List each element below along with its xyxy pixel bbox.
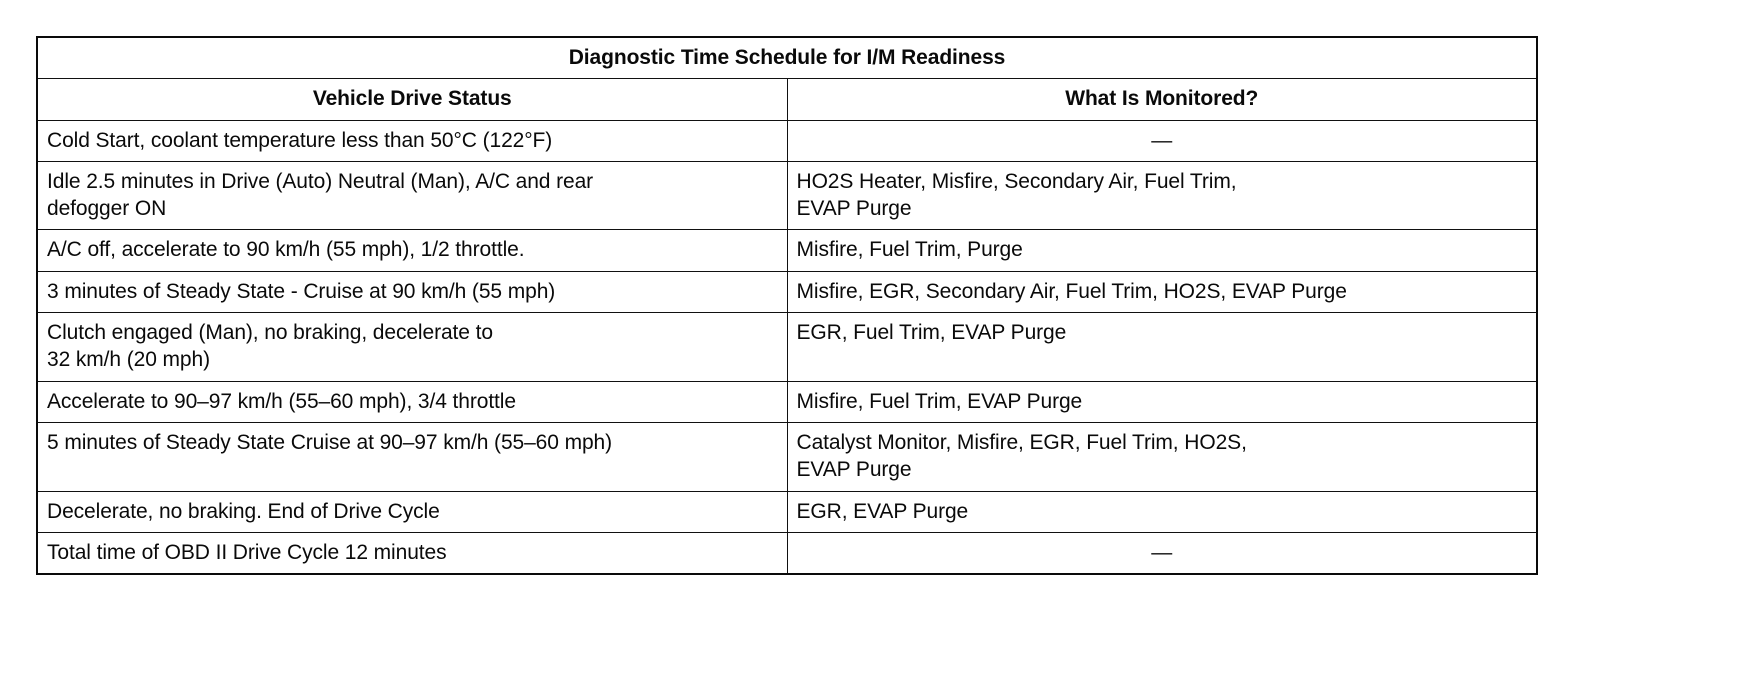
table-row: 5 minutes of Steady State Cruise at 90–9… bbox=[36, 421, 1538, 492]
cell-what-is-monitored: Misfire, Fuel Trim, EVAP Purge bbox=[786, 380, 1538, 423]
page-title: Diagnostic Time Schedule for I/M Readine… bbox=[36, 36, 1538, 80]
status-text-line-1: 3 minutes of Steady State - Cruise at 90… bbox=[47, 279, 556, 303]
table-row: Total time of OBD II Drive Cycle 12 minu… bbox=[36, 531, 1538, 575]
monitored-text-line-1: Catalyst Monitor, Misfire, EGR, Fuel Tri… bbox=[796, 430, 1247, 454]
monitored-text-line-2: EVAP Purge bbox=[796, 458, 912, 482]
cell-what-is-monitored: EGR, Fuel Trim, EVAP Purge bbox=[786, 312, 1538, 382]
table-body: Diagnostic Time Schedule for I/M Readine… bbox=[36, 36, 1538, 575]
cell-vehicle-drive-status: Total time of OBD II Drive Cycle 12 minu… bbox=[36, 531, 788, 575]
monitored-text-line-1: EGR, Fuel Trim, EVAP Purge bbox=[796, 321, 1067, 345]
cell-what-is-monitored: — bbox=[786, 531, 1538, 575]
table-row: Cold Start, coolant temperature less tha… bbox=[36, 119, 1538, 162]
status-text-line-1: Cold Start, coolant temperature less tha… bbox=[47, 128, 553, 152]
column-header-what-is-monitored: What Is Monitored? bbox=[786, 78, 1538, 121]
diagnostic-schedule-table: Diagnostic Time Schedule for I/M Readine… bbox=[36, 36, 1538, 576]
status-text-line-1: Clutch engaged (Man), no braking, decele… bbox=[47, 321, 493, 345]
cell-what-is-monitored: Misfire, Fuel Trim, Purge bbox=[786, 229, 1538, 272]
diagnostic-schedule-table-container: Diagnostic Time Schedule for I/M Readine… bbox=[36, 36, 1538, 576]
cell-vehicle-drive-status: A/C off, accelerate to 90 km/h (55 mph),… bbox=[36, 229, 788, 272]
status-text-line-1: Decelerate, no braking. End of Drive Cyc… bbox=[47, 499, 440, 523]
status-text-line-1: Total time of OBD II Drive Cycle 12 minu… bbox=[47, 540, 447, 564]
status-text-line-1: A/C off, accelerate to 90 km/h (55 mph),… bbox=[47, 238, 525, 262]
table-title-row: Diagnostic Time Schedule for I/M Readine… bbox=[36, 36, 1538, 80]
monitored-text-line-1: — bbox=[1151, 128, 1173, 152]
cell-vehicle-drive-status: 5 minutes of Steady State Cruise at 90–9… bbox=[36, 421, 788, 492]
table-row: Accelerate to 90–97 km/h (55–60 mph), 3/… bbox=[36, 380, 1538, 423]
table-row: A/C off, accelerate to 90 km/h (55 mph),… bbox=[36, 229, 1538, 272]
cell-vehicle-drive-status: Clutch engaged (Man), no braking, decele… bbox=[36, 312, 788, 382]
monitored-text-line-1: HO2S Heater, Misfire, Secondary Air, Fue… bbox=[796, 169, 1237, 193]
cell-what-is-monitored: Catalyst Monitor, Misfire, EGR, Fuel Tri… bbox=[786, 421, 1538, 492]
cell-what-is-monitored: Misfire, EGR, Secondary Air, Fuel Trim, … bbox=[786, 270, 1538, 314]
table-header-row: Vehicle Drive Status What Is Monitored? bbox=[36, 78, 1538, 121]
cell-what-is-monitored: — bbox=[786, 119, 1538, 162]
status-text-line-1: Accelerate to 90–97 km/h (55–60 mph), 3/… bbox=[47, 389, 516, 413]
cell-vehicle-drive-status: 3 minutes of Steady State - Cruise at 90… bbox=[36, 270, 788, 314]
monitored-text-line-1: Misfire, Fuel Trim, EVAP Purge bbox=[796, 389, 1083, 413]
cell-vehicle-drive-status: Cold Start, coolant temperature less tha… bbox=[36, 119, 788, 162]
table-row: Clutch engaged (Man), no braking, decele… bbox=[36, 312, 1538, 382]
status-text-line-2: defogger ON bbox=[47, 197, 167, 221]
table-row: Idle 2.5 minutes in Drive (Auto) Neutral… bbox=[36, 160, 1538, 231]
monitored-text-line-1: Misfire, EGR, Secondary Air, Fuel Trim, … bbox=[796, 279, 1347, 303]
table-row: Decelerate, no braking. End of Drive Cyc… bbox=[36, 490, 1538, 533]
status-text-line-1: Idle 2.5 minutes in Drive (Auto) Neutral… bbox=[47, 169, 594, 193]
monitored-text-line-1: Misfire, Fuel Trim, Purge bbox=[796, 238, 1023, 262]
status-text-line-2: 32 km/h (20 mph) bbox=[47, 348, 210, 372]
column-header-vehicle-drive-status: Vehicle Drive Status bbox=[36, 78, 788, 121]
monitored-text-line-1: — bbox=[1151, 540, 1173, 564]
cell-vehicle-drive-status: Idle 2.5 minutes in Drive (Auto) Neutral… bbox=[36, 160, 788, 231]
status-text-line-1: 5 minutes of Steady State Cruise at 90–9… bbox=[47, 430, 613, 454]
cell-what-is-monitored: EGR, EVAP Purge bbox=[786, 490, 1538, 533]
table-row: 3 minutes of Steady State - Cruise at 90… bbox=[36, 270, 1538, 314]
monitored-text-line-1: EGR, EVAP Purge bbox=[796, 499, 969, 523]
monitored-text-line-2: EVAP Purge bbox=[796, 197, 912, 221]
cell-vehicle-drive-status: Accelerate to 90–97 km/h (55–60 mph), 3/… bbox=[36, 380, 788, 423]
cell-vehicle-drive-status: Decelerate, no braking. End of Drive Cyc… bbox=[36, 490, 788, 533]
cell-what-is-monitored: HO2S Heater, Misfire, Secondary Air, Fue… bbox=[786, 160, 1538, 231]
